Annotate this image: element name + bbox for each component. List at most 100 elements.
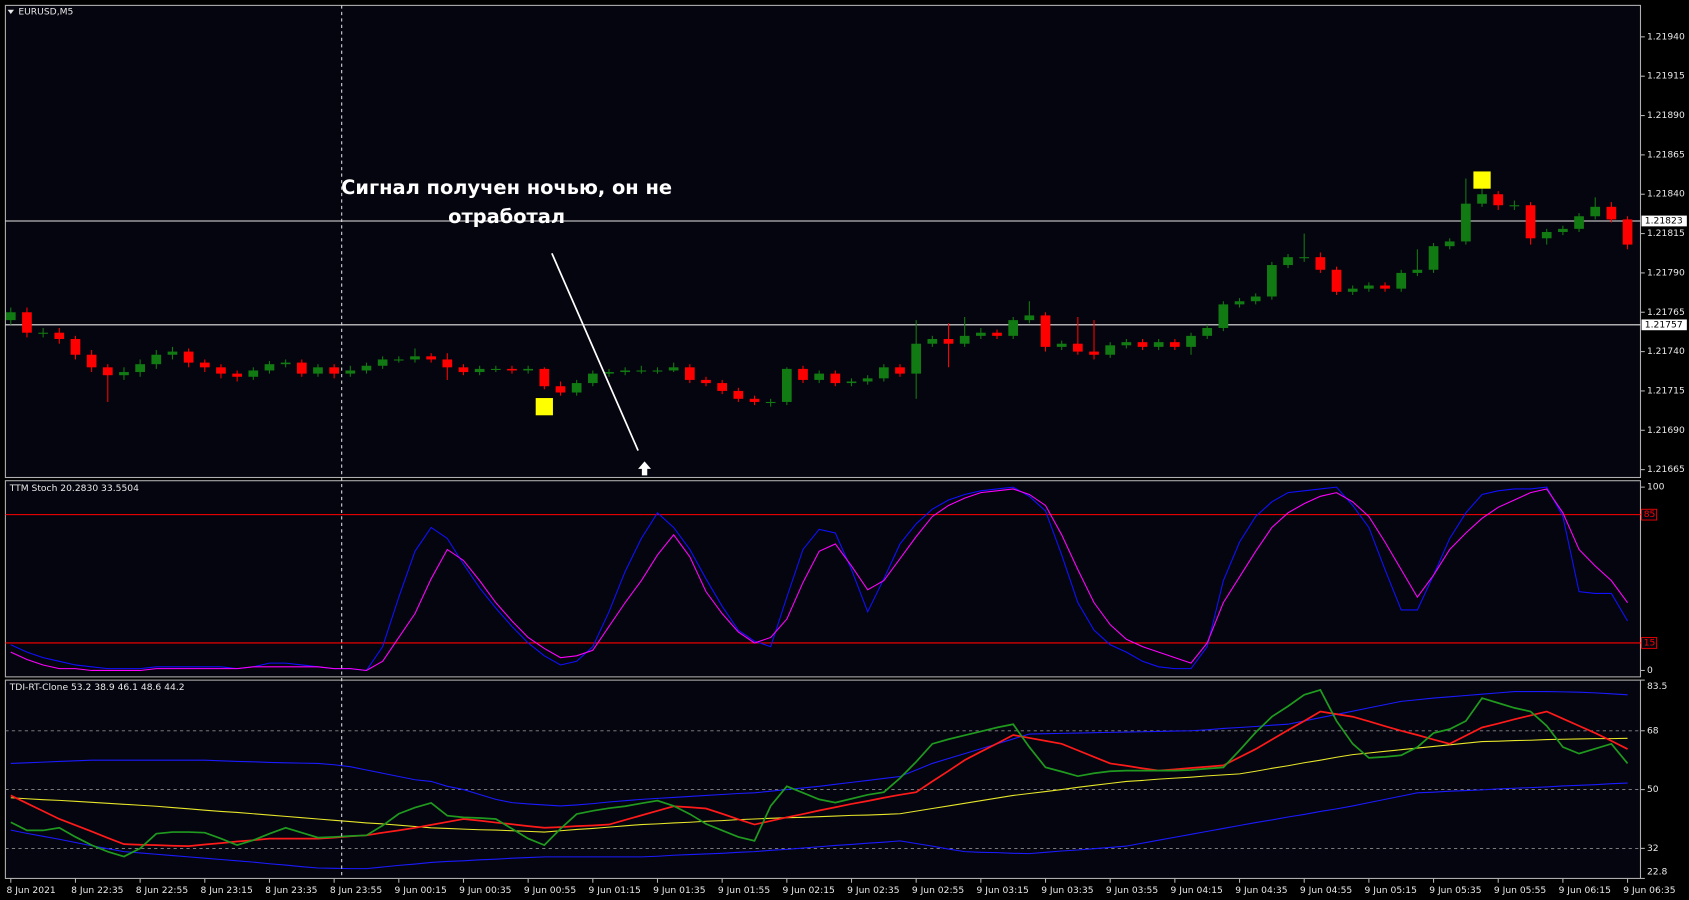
candle-body bbox=[927, 339, 938, 344]
candle-body bbox=[943, 339, 954, 344]
candle-body bbox=[102, 367, 113, 376]
candle-body bbox=[1364, 285, 1374, 289]
candle-body bbox=[313, 367, 323, 374]
candle-body bbox=[975, 332, 986, 336]
candle-body bbox=[1234, 301, 1245, 305]
candle-body bbox=[992, 332, 1002, 336]
x-tick-label: 9 Jun 04:15 bbox=[1171, 885, 1224, 896]
y-tick-label: 1.21690 bbox=[1647, 425, 1685, 436]
candle-body bbox=[878, 367, 889, 379]
candle-body bbox=[1153, 342, 1164, 347]
candle-body bbox=[911, 343, 922, 374]
y-tick-label: 1.21715 bbox=[1647, 385, 1685, 396]
candle-body bbox=[1008, 320, 1019, 336]
candle-body bbox=[1412, 269, 1423, 273]
symbol-menu-arrow[interactable] bbox=[7, 9, 15, 15]
y-tick-label: 1.21765 bbox=[1647, 307, 1685, 318]
candle-body bbox=[1170, 342, 1180, 347]
signal-marker bbox=[1473, 171, 1491, 189]
candle-body bbox=[135, 364, 145, 373]
candle-body bbox=[232, 373, 242, 377]
candle-body bbox=[1202, 327, 1213, 336]
x-tick-label: 9 Jun 03:55 bbox=[1106, 885, 1159, 896]
candle-body bbox=[1218, 304, 1229, 328]
candle-body bbox=[1477, 194, 1487, 204]
candle-body bbox=[523, 368, 534, 371]
candle-body bbox=[280, 362, 291, 365]
y-tick-label: 0 bbox=[1647, 665, 1653, 676]
indicator-title: TDI-RT-Clone 53.2 38.9 46.1 48.6 44.2 bbox=[9, 682, 185, 693]
candle-body bbox=[119, 372, 129, 376]
candle-body bbox=[151, 354, 162, 365]
candle-body bbox=[345, 370, 356, 374]
y-tick-label: 50 bbox=[1647, 784, 1659, 795]
candle-body bbox=[1056, 343, 1067, 347]
candle-body bbox=[781, 368, 792, 402]
candle-body bbox=[1493, 194, 1504, 206]
y-tick-label: 1.21915 bbox=[1647, 71, 1685, 82]
candle-body bbox=[1186, 335, 1196, 347]
y-tick-label: 22.8 bbox=[1647, 866, 1668, 877]
indicator-title: TTM Stoch 20.2830 33.5504 bbox=[9, 483, 139, 494]
price-level-label: 1.21757 bbox=[1645, 319, 1683, 330]
x-tick-label: 9 Jun 00:15 bbox=[395, 885, 448, 896]
candle-body bbox=[458, 367, 469, 373]
candle-body bbox=[248, 370, 259, 377]
candle-body bbox=[70, 339, 81, 355]
candle-body bbox=[1558, 228, 1568, 232]
candle-body bbox=[652, 370, 663, 372]
plot-layer: 1.21940 1.21915 1.21890 1.21865 1.21840 1.218… bbox=[5, 31, 1687, 896]
candle-body bbox=[426, 356, 436, 360]
candle-body bbox=[329, 367, 339, 374]
candle-body bbox=[1250, 296, 1261, 302]
level-box bbox=[1641, 637, 1658, 649]
candle-body bbox=[539, 368, 550, 387]
candle-body bbox=[620, 370, 631, 373]
candle-body bbox=[1267, 265, 1277, 297]
candle-body bbox=[1331, 269, 1342, 292]
indicator-line bbox=[10, 737, 1628, 833]
candle-body bbox=[1461, 203, 1471, 242]
annotation-pointer bbox=[551, 252, 639, 451]
x-tick-label: 9 Jun 03:35 bbox=[1041, 885, 1094, 896]
candle-body bbox=[798, 368, 808, 380]
y-tick-label: 1.21790 bbox=[1647, 267, 1685, 278]
x-tick-label: 9 Jun 03:15 bbox=[977, 885, 1030, 896]
candle-body bbox=[38, 332, 48, 334]
annotation: Сигнал получен ночью, он не bbox=[341, 176, 672, 199]
candle-body bbox=[1574, 216, 1584, 229]
candle-body bbox=[668, 367, 679, 371]
candle-body bbox=[167, 351, 178, 355]
candle-body bbox=[1137, 342, 1148, 347]
candle-body bbox=[199, 362, 210, 368]
candle-body bbox=[1299, 257, 1310, 259]
candle-body bbox=[1428, 246, 1439, 270]
x-tick-label: 9 Jun 05:15 bbox=[1365, 885, 1418, 896]
signal-marker bbox=[535, 398, 553, 416]
candle-body bbox=[1040, 315, 1051, 347]
level-box bbox=[1641, 508, 1658, 521]
candle-body bbox=[1525, 205, 1536, 239]
buy-arrow bbox=[638, 461, 652, 476]
candle-body bbox=[1347, 288, 1358, 292]
x-tick-label: 9 Jun 01:55 bbox=[718, 885, 771, 896]
candle-body bbox=[361, 365, 372, 371]
candle-body bbox=[410, 356, 420, 360]
indicator-line bbox=[10, 486, 1629, 672]
candle-body bbox=[490, 368, 501, 370]
candle-body bbox=[733, 390, 744, 399]
y-tick-label: 100 bbox=[1647, 482, 1665, 493]
candle-body bbox=[1089, 351, 1099, 355]
price-panel bbox=[4, 4, 1642, 479]
price-level-box bbox=[1641, 215, 1687, 227]
candle-body bbox=[442, 359, 453, 368]
candle-body bbox=[636, 370, 647, 372]
x-tick-label: 8 Jun 23:35 bbox=[265, 885, 318, 896]
level-label: 15 bbox=[1644, 637, 1656, 648]
tdi-panel bbox=[4, 679, 1642, 879]
level-label: 85 bbox=[1644, 509, 1656, 520]
indicator-line bbox=[10, 488, 1628, 672]
indicator-line bbox=[10, 782, 1628, 870]
candle-body bbox=[555, 386, 566, 393]
x-tick-label: 9 Jun 01:15 bbox=[589, 885, 642, 896]
